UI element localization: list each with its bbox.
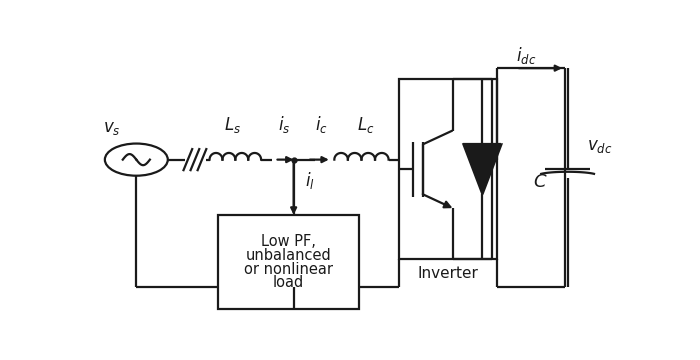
Text: $L_s$: $L_s$ [225, 115, 242, 135]
Text: or nonlinear: or nonlinear [244, 262, 332, 276]
Text: Low PF,: Low PF, [261, 234, 316, 249]
Bar [400, 79, 497, 260]
Text: $i_l$: $i_l$ [305, 170, 315, 191]
Text: $i_s$: $i_s$ [278, 114, 290, 135]
Text: load: load [272, 275, 304, 291]
Text: $i_c$: $i_c$ [316, 114, 328, 135]
Text: $v_{dc}$: $v_{dc}$ [587, 137, 613, 155]
Text: $C$: $C$ [533, 173, 547, 191]
Text: $v_s$: $v_s$ [103, 119, 120, 137]
Text: Inverter: Inverter [418, 266, 479, 281]
Text: $L_c$: $L_c$ [357, 115, 374, 135]
Text: unbalanced: unbalanced [246, 248, 331, 263]
Polygon shape [463, 144, 501, 194]
Text: $i_{dc}$: $i_{dc}$ [516, 45, 536, 66]
Bar [218, 215, 358, 309]
